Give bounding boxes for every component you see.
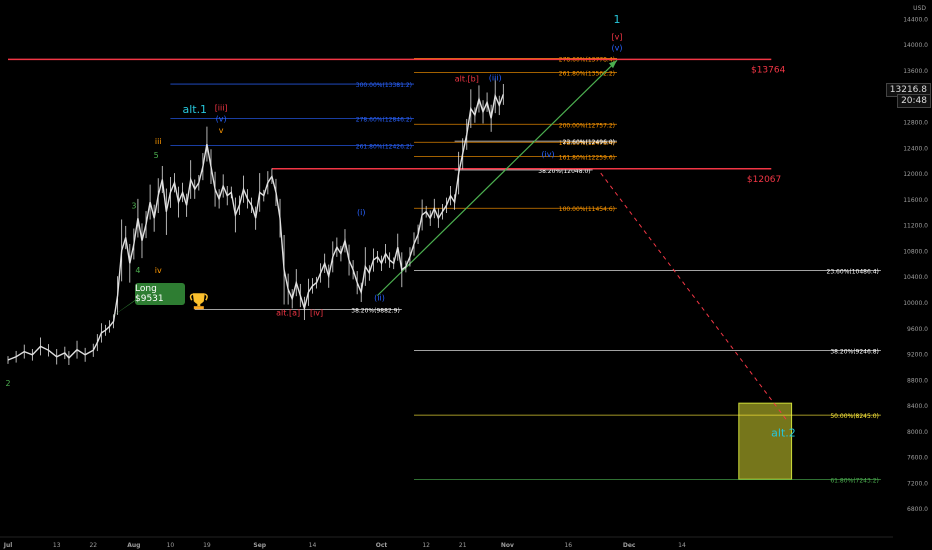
y-tick-12: 9600.0 <box>907 326 928 333</box>
y-tick-7: 11600.0 <box>903 197 928 204</box>
x-tick-14: 14 <box>678 542 686 549</box>
trend-line <box>377 59 618 296</box>
fib-label-4: 261.80%(13562.2) <box>559 70 615 77</box>
x-tick-11: Nov <box>501 542 514 549</box>
x-tick-9: 12 <box>422 542 430 549</box>
wave-label-2: 5 <box>154 151 159 160</box>
fib-label-12: 38.20%(9882.9) <box>351 308 400 315</box>
wave-label-1: 4 <box>135 266 140 275</box>
x-tick-1: 13 <box>53 542 61 549</box>
fib-label-2: 261.80%(12426.2) <box>356 144 412 151</box>
x-tick-13: Dec <box>623 542 636 549</box>
wave-label-10: [iv] <box>310 309 323 318</box>
wave-label-16: 1 <box>614 13 621 26</box>
y-tick-11: 10000.0 <box>903 300 928 307</box>
y-tick-14: 8800.0 <box>907 377 928 384</box>
long-callout-pointer <box>110 296 142 318</box>
x-tick-3: Aug <box>127 542 140 549</box>
y-tick-18: 7200.0 <box>907 480 928 487</box>
target-zone-box <box>738 402 793 480</box>
fib-label-14: 50.00%(8245.0) <box>830 413 879 420</box>
wave-label-15: alt.[b] <box>455 75 479 84</box>
trophy-cup <box>192 293 205 305</box>
trophy-icon <box>189 293 208 310</box>
trend-arrow-head <box>609 60 617 69</box>
fib-label-1: 278.60%(12846.2) <box>356 117 412 124</box>
trophy-handles <box>189 293 208 301</box>
wave-label-7: [iii] <box>215 104 228 113</box>
y-tick-1: 14000.0 <box>903 42 928 49</box>
y-tick-8: 11200.0 <box>903 223 928 230</box>
fib-label-7: 161.80%(12259.6) <box>559 154 615 161</box>
wave-label-12: (ii) <box>374 294 385 303</box>
wave-label-3: iii <box>155 137 162 146</box>
wave-label-20: 2 <box>5 379 10 388</box>
x-tick-6: Sep <box>253 542 266 549</box>
wave-label-5: v <box>219 126 224 135</box>
x-tick-12: 16 <box>564 542 572 549</box>
y-tick-13: 9200.0 <box>907 352 928 359</box>
y-tick-5: 12400.0 <box>903 145 928 152</box>
y-tick-10: 10400.0 <box>903 274 928 281</box>
y-tick-19: 6800.0 <box>907 506 928 513</box>
wave-label-8: (v) <box>216 115 227 124</box>
countdown-badge: 20:48 <box>897 94 931 108</box>
currency-label: USD <box>913 5 926 12</box>
x-tick-7: 14 <box>309 542 317 549</box>
y-tick-6: 12000.0 <box>903 171 928 178</box>
y-tick-4: 12800.0 <box>903 120 928 127</box>
y-tick-15: 8400.0 <box>907 403 928 410</box>
trophy-stem <box>197 302 201 307</box>
fib-label-11: 23.60%(10486.4) <box>827 269 879 276</box>
wave-label-14: (iv) <box>541 150 554 159</box>
x-tick-8: Oct <box>376 542 388 549</box>
wave-label-0: 3 <box>131 202 136 211</box>
x-tick-4: 10 <box>167 542 175 549</box>
fib-label-15: 61.80%(7243.2) <box>830 478 879 485</box>
y-tick-17: 7600.0 <box>907 455 928 462</box>
wave-label-9: alt.[a] <box>276 309 300 318</box>
resistance-label-0: $13764 <box>751 65 786 75</box>
wave-label-13: (iii) <box>489 73 502 82</box>
projection-line <box>600 172 788 422</box>
x-tick-2: 22 <box>89 542 97 549</box>
resistance-label-1: $12067 <box>747 175 781 185</box>
y-tick-16: 8000.0 <box>907 429 928 436</box>
fib-label-10: 38.20%(12048.0) <box>538 168 590 175</box>
x-tick-0: Jul <box>3 542 13 549</box>
trophy-base <box>193 306 204 310</box>
wave-label-11: (i) <box>357 208 365 217</box>
wave-label-6: alt.1 <box>182 103 207 116</box>
wave-label-18: (v) <box>612 44 623 53</box>
fib-label-0: 300.00%(13381.2) <box>356 82 412 89</box>
long-entry-callout: Long $9531 <box>135 283 185 305</box>
fib-label-9: 23.60%(12496.0) <box>563 139 615 146</box>
fib-label-5: 200.00%(12757.2) <box>559 122 615 129</box>
x-tick-5: 19 <box>203 542 211 549</box>
fib-label-13: 38.20%(9246.8) <box>830 349 879 356</box>
wave-label-17: [v] <box>612 33 623 42</box>
y-tick-9: 10800.0 <box>903 248 928 255</box>
wave-label-4: iv <box>155 266 162 275</box>
wave-label-19: alt.2 <box>771 427 796 440</box>
y-tick-2: 13600.0 <box>903 68 928 75</box>
y-tick-0: 14400.0 <box>903 16 928 23</box>
fib-label-6: 178.60%(12478.4) <box>559 140 615 147</box>
x-tick-10: 21 <box>459 542 467 549</box>
fib-label-8: 100.00%(11454.6) <box>559 206 615 213</box>
